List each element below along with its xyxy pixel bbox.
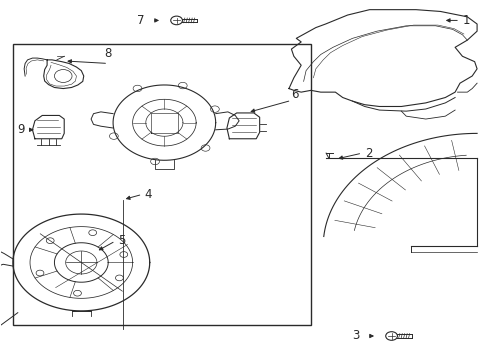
Text: 2: 2 — [365, 147, 372, 159]
Text: 1: 1 — [463, 14, 470, 27]
Text: 8: 8 — [104, 47, 112, 60]
Bar — [13, 44, 311, 325]
Text: 9: 9 — [18, 123, 25, 136]
Text: 3: 3 — [352, 329, 360, 342]
Text: 7: 7 — [137, 14, 145, 27]
Text: 5: 5 — [118, 234, 125, 247]
Text: 6: 6 — [292, 88, 299, 101]
Text: 4: 4 — [145, 188, 152, 201]
